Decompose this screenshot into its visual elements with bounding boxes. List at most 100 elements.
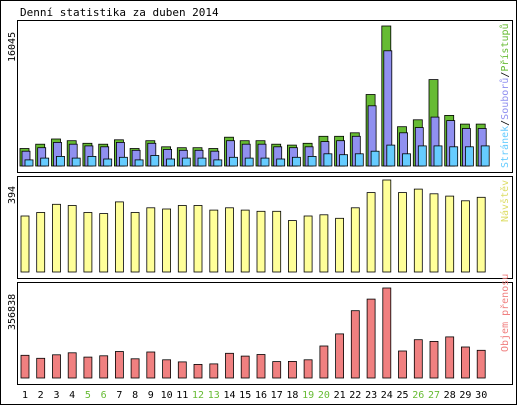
kbytes-bar xyxy=(350,310,360,379)
kbytes-bar xyxy=(115,351,124,379)
pages-bar xyxy=(71,157,81,167)
kbytes-panel-frame xyxy=(17,282,513,385)
day-label: 7 xyxy=(116,390,122,401)
visits-bar xyxy=(476,196,486,273)
legend-pages: Stránek xyxy=(499,126,511,168)
legend-separator: / xyxy=(500,72,511,78)
kbytes-bar xyxy=(303,359,313,379)
day-label: 25 xyxy=(396,390,408,401)
kbytes-bar xyxy=(445,336,455,379)
kbytes-bar xyxy=(130,358,140,379)
day-label: 20 xyxy=(318,390,330,401)
day-label: 13 xyxy=(208,390,220,401)
requests-panel-frame xyxy=(17,20,513,173)
pages-bar xyxy=(354,153,364,167)
day-label: 19 xyxy=(302,390,314,401)
visits-bar xyxy=(36,212,46,273)
visits-bar xyxy=(460,200,470,273)
legend-separator: / xyxy=(500,120,511,126)
day-label: 8 xyxy=(132,390,138,401)
visits-bar xyxy=(162,208,172,273)
kbytes-bar xyxy=(225,352,234,379)
legend-kbytes: Objem přenosu xyxy=(499,274,511,352)
day-label: 15 xyxy=(239,390,251,401)
kbytes-bar xyxy=(256,354,266,379)
visits-bar xyxy=(146,207,156,273)
pages-bar xyxy=(291,156,301,167)
chart-title: Denní statistika za duben 2014 xyxy=(20,6,219,19)
day-label: 6 xyxy=(101,390,107,401)
kbytes-bar xyxy=(460,346,470,379)
day-label: 30 xyxy=(475,390,487,401)
pages-bar xyxy=(417,145,427,167)
visits-bar xyxy=(177,205,187,273)
pages-bar xyxy=(260,157,270,167)
visits-bar xyxy=(225,207,234,273)
day-label: 14 xyxy=(223,390,235,401)
pages-bar xyxy=(480,145,490,167)
visits-bar xyxy=(193,205,203,273)
pages-bar xyxy=(103,158,113,167)
kbytes-bar xyxy=(335,333,345,379)
visits-bar xyxy=(382,179,392,273)
day-label: 27 xyxy=(428,390,440,401)
kbytes-bar xyxy=(413,339,423,379)
kbytes-bar xyxy=(177,361,187,379)
visits-bar xyxy=(240,209,250,273)
day-label: 18 xyxy=(286,390,298,401)
pages-bar xyxy=(229,156,238,167)
visits-bar xyxy=(413,188,423,273)
day-label: 3 xyxy=(53,390,59,401)
requests-legend: Stránek/Souborů/Přístupů xyxy=(499,23,511,168)
visits-bar xyxy=(52,203,61,273)
visits-panel-frame xyxy=(17,176,513,279)
kbytes-bar xyxy=(193,363,203,379)
visits-bar xyxy=(130,212,140,273)
day-label: 2 xyxy=(38,390,44,401)
kbytes-bar xyxy=(83,356,93,379)
kbytes-bar xyxy=(382,287,392,379)
kbytes-bar xyxy=(146,351,156,379)
visits-bar xyxy=(366,192,376,273)
day-label: 12 xyxy=(192,390,204,401)
bars-layer xyxy=(19,25,490,379)
pages-bar xyxy=(276,158,286,167)
visits-bar xyxy=(287,220,297,273)
pages-bar xyxy=(449,146,459,167)
pages-bar xyxy=(166,158,176,167)
pages-bar xyxy=(433,145,443,167)
visits-bar xyxy=(350,207,360,273)
pages-bar xyxy=(24,159,34,167)
day-label: 4 xyxy=(69,390,75,401)
pages-bar xyxy=(197,157,207,167)
visits-bar xyxy=(303,215,313,273)
day-label: 17 xyxy=(271,390,283,401)
pages-bar xyxy=(244,157,254,167)
pages-bar xyxy=(181,157,191,167)
kbytes-bar xyxy=(398,350,407,379)
kbytes-bar xyxy=(209,363,219,379)
legend-hits: Přístupů xyxy=(499,23,511,71)
day-label: 1 xyxy=(22,390,28,401)
kbytes-bar xyxy=(52,354,61,379)
visits-bar xyxy=(445,195,455,273)
pages-bar xyxy=(213,159,223,167)
pages-bar xyxy=(339,154,349,167)
pages-bar xyxy=(40,157,50,167)
kbytes-bar xyxy=(287,360,297,379)
day-label: 29 xyxy=(459,390,471,401)
kbytes-bar xyxy=(272,361,282,379)
day-label: 26 xyxy=(412,390,424,401)
pages-bar xyxy=(150,155,160,167)
kbytes-bar xyxy=(162,359,172,379)
visits-bar xyxy=(398,192,407,273)
day-label: 24 xyxy=(381,390,393,401)
visits-bar xyxy=(335,217,345,273)
visits-bar xyxy=(429,193,439,273)
day-label: 28 xyxy=(444,390,456,401)
visits-bar xyxy=(209,209,219,273)
pages-bar xyxy=(402,153,411,167)
day-label: 10 xyxy=(161,390,173,401)
